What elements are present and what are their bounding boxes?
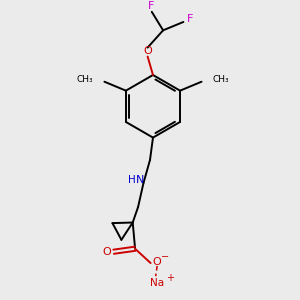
Text: O: O xyxy=(103,247,112,257)
Text: Na: Na xyxy=(150,278,164,288)
Text: CH₃: CH₃ xyxy=(76,75,93,84)
Text: F: F xyxy=(147,1,154,11)
Text: H: H xyxy=(128,175,136,185)
Text: −: − xyxy=(161,252,169,262)
Text: F: F xyxy=(187,14,193,24)
Text: O: O xyxy=(143,46,152,56)
Text: CH₃: CH₃ xyxy=(213,75,230,84)
Text: N: N xyxy=(136,175,145,185)
Text: +: + xyxy=(166,273,174,283)
Text: O: O xyxy=(153,256,161,267)
